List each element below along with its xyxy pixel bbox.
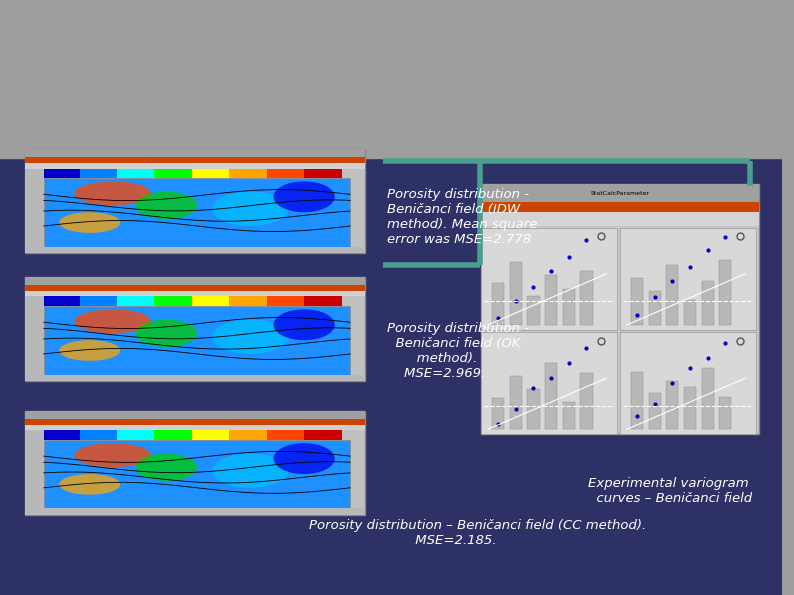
Bar [304, 296, 341, 306]
Bar [42, 430, 79, 440]
Text: Porosity distribution -
  Beničanci field (OK
       method).
    MSE=2.969.: Porosity distribution - Beničanci field … [387, 322, 530, 380]
Bar [481, 228, 617, 330]
Bar [492, 283, 504, 325]
Bar [25, 247, 365, 253]
Bar [527, 296, 540, 325]
Bar [117, 430, 154, 440]
Bar [79, 296, 117, 306]
Bar [192, 296, 229, 306]
Bar [154, 296, 192, 306]
Bar [79, 168, 117, 178]
Ellipse shape [136, 453, 197, 481]
Bar [649, 292, 661, 325]
Bar [192, 168, 229, 178]
Bar [702, 368, 714, 429]
Bar [492, 398, 504, 429]
Bar [229, 296, 267, 306]
Bar [25, 277, 365, 381]
Bar [44, 178, 350, 247]
Bar [42, 168, 79, 178]
Ellipse shape [212, 453, 289, 488]
Bar [0, 0, 782, 158]
Bar [25, 430, 44, 508]
Bar [25, 411, 365, 419]
Bar [719, 397, 731, 429]
Bar [702, 281, 714, 325]
Bar [25, 149, 365, 253]
Text: Porosity distribution – Beničanci field (CC method).
                         MS: Porosity distribution – Beničanci field … [309, 518, 646, 547]
Bar [25, 419, 365, 425]
Ellipse shape [59, 474, 121, 494]
Bar [25, 411, 365, 515]
Bar [620, 228, 756, 330]
Bar [684, 300, 696, 325]
Bar [79, 430, 117, 440]
Bar [42, 296, 79, 306]
Bar [192, 430, 229, 440]
Bar [649, 393, 661, 429]
Ellipse shape [136, 320, 197, 347]
Bar [44, 440, 350, 508]
Bar [481, 184, 759, 434]
Bar [117, 168, 154, 178]
Ellipse shape [273, 309, 335, 340]
Bar [666, 265, 679, 325]
Ellipse shape [212, 320, 289, 354]
Bar [25, 285, 365, 291]
Bar [25, 168, 44, 247]
Text: Porosity distribution -
Beničanci field (IDW
method). Mean square
error was MSE=: Porosity distribution - Beničanci field … [387, 188, 538, 246]
Bar [563, 289, 575, 325]
Bar [25, 375, 365, 381]
Bar [25, 425, 365, 430]
Bar [229, 168, 267, 178]
Bar [25, 149, 365, 157]
Bar [304, 430, 341, 440]
Ellipse shape [59, 212, 121, 233]
Bar [229, 430, 267, 440]
Bar [580, 271, 592, 325]
Bar [481, 202, 759, 212]
Bar [25, 157, 365, 163]
Bar [545, 363, 557, 429]
Bar [481, 184, 759, 202]
Bar [631, 372, 643, 429]
Text: Experimental variogram
  curves – Beničanci field: Experimental variogram curves – Beničanc… [588, 477, 753, 505]
Ellipse shape [212, 192, 289, 226]
Bar [44, 306, 350, 375]
Bar [719, 260, 731, 325]
Ellipse shape [75, 181, 151, 205]
Bar [545, 275, 557, 325]
Ellipse shape [273, 443, 335, 474]
Text: StatCalcParameter: StatCalcParameter [591, 190, 649, 196]
Bar [563, 402, 575, 429]
Bar [154, 430, 192, 440]
Bar [481, 333, 617, 434]
Bar [481, 212, 759, 226]
Bar [580, 374, 592, 429]
Bar [666, 381, 679, 429]
Bar [0, 158, 782, 595]
Bar [154, 168, 192, 178]
Ellipse shape [273, 181, 335, 212]
Bar [117, 296, 154, 306]
Ellipse shape [136, 192, 197, 219]
Ellipse shape [75, 309, 151, 333]
Bar [267, 168, 304, 178]
Bar [510, 262, 522, 325]
Bar [25, 163, 365, 168]
Bar [25, 277, 365, 285]
Bar [267, 296, 304, 306]
Bar [527, 390, 540, 429]
Bar [267, 430, 304, 440]
Bar [25, 291, 365, 296]
Bar [304, 168, 341, 178]
Bar [620, 333, 756, 434]
Ellipse shape [75, 443, 151, 467]
Bar [510, 377, 522, 429]
Bar [631, 277, 643, 325]
Bar [25, 296, 44, 375]
Ellipse shape [59, 340, 121, 361]
Bar [684, 387, 696, 429]
Bar [25, 508, 365, 515]
